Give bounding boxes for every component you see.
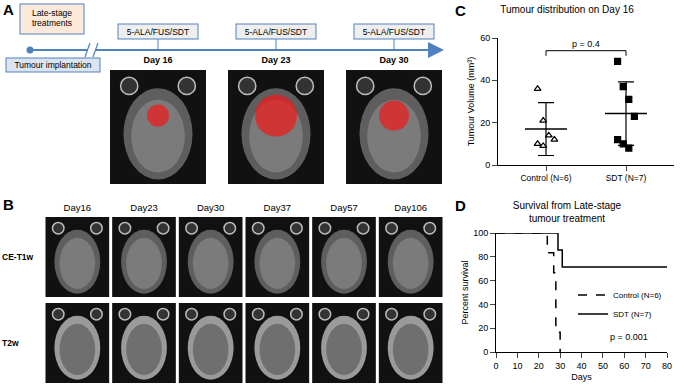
svg-text:Control (N=6): Control (N=6)	[613, 291, 662, 300]
svg-text:60: 60	[480, 33, 490, 43]
svg-text:Day 30: Day 30	[379, 55, 408, 65]
svg-text:Day30: Day30	[197, 202, 224, 213]
svg-text:70: 70	[641, 361, 651, 371]
svg-text:Tumour Volume (mm³): Tumour Volume (mm³)	[466, 57, 476, 147]
svg-text:CE-T1w: CE-T1w	[2, 252, 34, 262]
svg-text:100: 100	[473, 228, 488, 238]
svg-text:p = 0.001: p = 0.001	[610, 332, 648, 342]
svg-text:Day 23: Day 23	[261, 55, 290, 65]
svg-text:0: 0	[493, 361, 498, 371]
svg-text:Percent survival: Percent survival	[460, 260, 470, 324]
svg-text:Tumour distribution on Day 16: Tumour distribution on Day 16	[500, 4, 634, 15]
svg-text:treatments: treatments	[32, 18, 72, 28]
svg-text:Day37: Day37	[264, 202, 291, 213]
svg-text:SDT (N=7): SDT (N=7)	[613, 310, 652, 319]
svg-text:20: 20	[478, 323, 488, 333]
svg-text:Days: Days	[571, 372, 592, 382]
svg-text:0: 0	[485, 160, 490, 170]
svg-text:T2w: T2w	[2, 338, 19, 348]
svg-text:Day57: Day57	[330, 202, 357, 213]
html-text:D: D	[455, 197, 466, 214]
svg-text:5-ALA/FUS/SDT: 5-ALA/FUS/SDT	[245, 27, 307, 37]
svg-text:Day106: Day106	[394, 202, 427, 213]
svg-text:30: 30	[555, 361, 565, 371]
svg-text:Tumour implantation: Tumour implantation	[14, 60, 91, 70]
svg-text:60: 60	[478, 276, 488, 286]
svg-text:Survival from Late-stagetumour: Survival from Late-stagetumour treatment	[513, 200, 622, 224]
svg-text:Day16: Day16	[64, 202, 91, 213]
svg-text:Day23: Day23	[130, 202, 157, 213]
svg-text:Control (N=6): Control (N=6)	[520, 173, 571, 183]
svg-text:Late-stage: Late-stage	[32, 8, 72, 18]
html-text:C: C	[455, 2, 466, 19]
svg-text:50: 50	[598, 361, 608, 371]
svg-text:10: 10	[512, 361, 522, 371]
svg-text:A: A	[3, 1, 14, 18]
svg-text:40: 40	[576, 361, 586, 371]
svg-text:p = 0.4: p = 0.4	[572, 39, 600, 49]
svg-text:60: 60	[619, 361, 629, 371]
svg-text:20: 20	[480, 118, 490, 128]
svg-text:B: B	[3, 196, 14, 213]
svg-text:80: 80	[662, 361, 672, 371]
svg-text:SDT (N=7): SDT (N=7)	[606, 173, 647, 183]
svg-text:5-ALA/FUS/SDT: 5-ALA/FUS/SDT	[363, 27, 425, 37]
svg-text:0: 0	[483, 347, 488, 357]
svg-text:40: 40	[480, 75, 490, 85]
svg-text:40: 40	[478, 300, 488, 310]
svg-text:5-ALA/FUS/SDT: 5-ALA/FUS/SDT	[127, 27, 189, 37]
svg-text:Day 16: Day 16	[143, 55, 172, 65]
svg-text:80: 80	[478, 252, 488, 262]
svg-text:20: 20	[534, 361, 544, 371]
